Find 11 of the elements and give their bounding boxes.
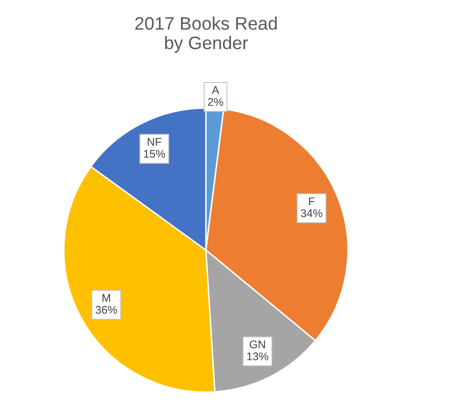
slice-label: GN	[250, 340, 265, 348]
slice-label: M	[102, 294, 110, 302]
data-label: 15%	[144, 150, 166, 158]
slice-label: F	[309, 197, 314, 206]
data-label: 13%	[247, 352, 268, 360]
slice-label: NF	[148, 138, 162, 146]
data-label: 34%	[300, 209, 322, 218]
data-label: 36%	[96, 306, 118, 314]
chart-title: 2017 Books Read by Gender	[135, 16, 277, 53]
data-label: 2%	[208, 98, 224, 106]
slice-label: A	[212, 86, 220, 94]
